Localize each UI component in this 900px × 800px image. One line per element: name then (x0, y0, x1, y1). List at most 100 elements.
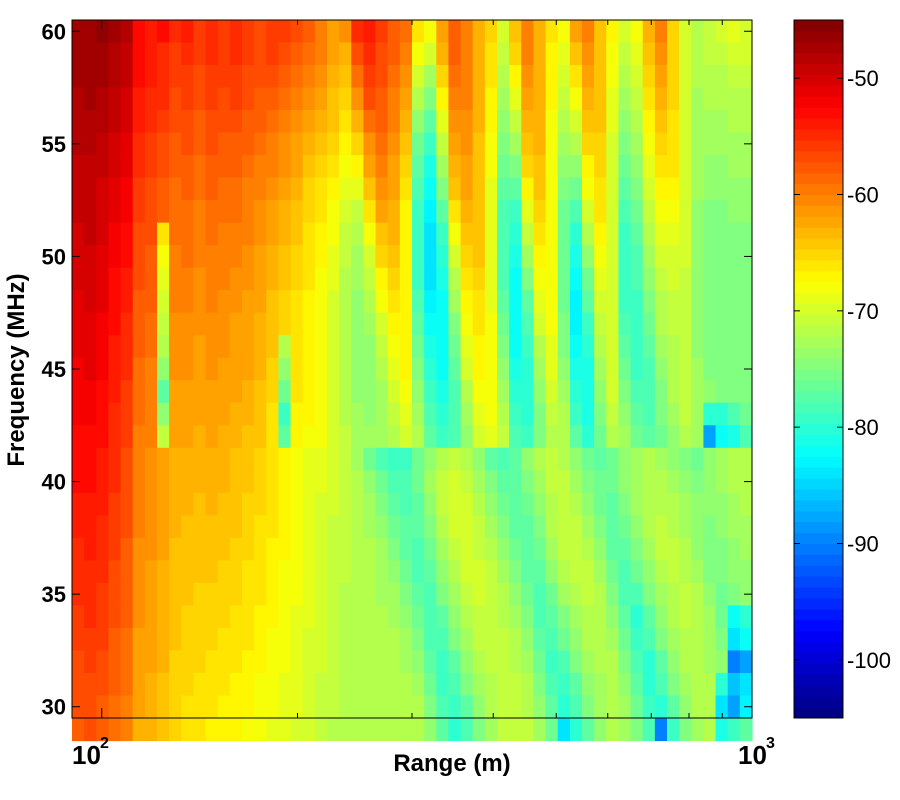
heatmap-cell (642, 222, 656, 246)
heatmap-cell (630, 65, 644, 89)
heatmap-cell (472, 515, 486, 539)
heatmap-cell (217, 537, 231, 561)
heatmap-cell (375, 447, 389, 471)
colorbar-swatch (794, 445, 843, 457)
heatmap-cell (497, 672, 510, 697)
colorbar-swatch (794, 554, 843, 566)
heatmap-cell (375, 627, 389, 652)
colorbar-swatch (794, 707, 843, 719)
heatmap-cell (630, 492, 644, 516)
heatmap-cell (132, 650, 146, 674)
heatmap-cell (412, 42, 425, 66)
heatmap-cell (606, 695, 620, 719)
heatmap-cell (205, 402, 219, 426)
heatmap-cell (509, 672, 522, 697)
heatmap-cell (412, 177, 425, 201)
heatmap-cell (339, 515, 352, 539)
heatmap-cell (157, 560, 170, 584)
heatmap-cell (181, 290, 195, 314)
heatmap-cell (484, 87, 498, 111)
heatmap-cell (472, 582, 486, 607)
heatmap-cell (157, 402, 170, 426)
heatmap-cell (229, 402, 243, 426)
heatmap-cell (727, 65, 741, 89)
heatmap-cell (96, 560, 110, 584)
heatmap-cell (448, 357, 462, 381)
heatmap-cell (108, 335, 122, 359)
heatmap-cell (691, 335, 705, 359)
heatmap-cell (606, 267, 620, 291)
heatmap-cell (217, 200, 231, 224)
heatmap-cell (448, 267, 462, 291)
heatmap-cell (436, 222, 450, 246)
heatmap-cell (533, 110, 547, 134)
heatmap-cell (679, 672, 692, 697)
heatmap-cell (557, 560, 571, 584)
heatmap-cell (229, 132, 243, 156)
heatmap-cell (642, 65, 656, 89)
heatmap-cell (72, 267, 85, 291)
heatmap-cell (667, 425, 680, 449)
heatmap-cell (96, 537, 110, 561)
heatmap-cell (181, 425, 195, 449)
heatmap-cell (387, 627, 401, 652)
heatmap-cell (654, 425, 668, 449)
heatmap-cell (132, 200, 146, 224)
heatmap-cell (339, 560, 352, 584)
heatmap-cell (72, 492, 85, 516)
heatmap-cell (193, 177, 207, 201)
heatmap-cell (715, 222, 729, 246)
heatmap-cell (521, 222, 535, 246)
heatmap-cell (630, 470, 644, 494)
heatmap-cell (302, 718, 316, 742)
heatmap-cell (278, 537, 292, 561)
heatmap-cell (509, 42, 522, 66)
heatmap-cell (582, 20, 595, 44)
heatmap-cell (217, 335, 231, 359)
heatmap-cell (351, 245, 365, 269)
heatmap-cell (229, 222, 243, 246)
heatmap-cell (545, 20, 559, 44)
heatmap-cell (96, 177, 110, 201)
heatmap-cell (667, 290, 680, 314)
heatmap-cell (132, 20, 146, 44)
heatmap-cell (424, 335, 437, 359)
heatmap-cell (132, 537, 146, 561)
heatmap-cell (327, 267, 340, 291)
heatmap-cell (229, 537, 243, 561)
heatmap-cell (84, 200, 97, 224)
heatmap-cell (181, 155, 195, 179)
heatmap-cell (472, 20, 486, 44)
heatmap-cell (387, 605, 401, 629)
heatmap-cell (606, 200, 620, 224)
heatmap-cell (266, 110, 280, 134)
heatmap-cell (618, 402, 632, 426)
heatmap-cell (157, 627, 170, 652)
heatmap-cell (181, 200, 195, 224)
heatmap-cell (217, 312, 231, 336)
heatmap-cell (363, 560, 377, 584)
heatmap-cell (436, 627, 450, 652)
heatmap-cell (399, 627, 413, 652)
heatmap-cell (193, 380, 207, 404)
heatmap-cell (484, 515, 498, 539)
heatmap-cell (594, 470, 607, 494)
colorbar-tick-label: -90 (847, 532, 879, 557)
heatmap-cell (715, 357, 729, 381)
heatmap-cell (630, 87, 644, 111)
heatmap-cell (412, 335, 425, 359)
heatmap-cell (703, 582, 717, 607)
heatmap-cell (630, 560, 644, 584)
heatmap-cell (339, 605, 352, 629)
heatmap-cell (618, 42, 632, 66)
colorbar-swatch (794, 41, 843, 54)
heatmap-cell (715, 402, 729, 426)
heatmap-cell (327, 87, 340, 111)
heatmap-cell (169, 87, 182, 111)
heatmap-cell (691, 537, 705, 561)
heatmap-cell (460, 425, 474, 449)
heatmap-cell (84, 222, 97, 246)
colorbar-swatch (794, 281, 843, 294)
heatmap-cell (302, 560, 316, 584)
heatmap-cell (144, 222, 158, 246)
